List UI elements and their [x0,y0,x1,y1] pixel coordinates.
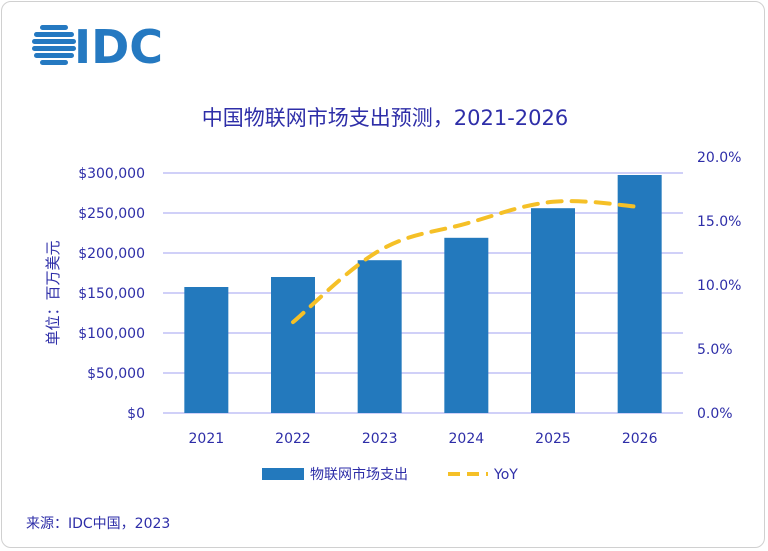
y-axis-label: 单位：百万美元 [44,240,62,345]
logo-stripe [40,60,68,65]
x-tick-label: 2024 [449,431,485,447]
legend: 物联网市场支出 YoY [262,466,518,483]
chart-title: 中国物联网市场支出预测，2021-2026 [202,106,568,130]
x-tick-label: 2025 [535,431,571,447]
x-tick-label: 2026 [622,431,658,447]
left-tick-label: $200,000 [78,246,145,262]
bar-2024 [444,237,489,413]
bar-2022 [271,277,315,413]
source-note: 来源：IDC中国，2023 [26,516,170,532]
left-tick-label: $0 [127,406,145,422]
idc-logo: IDC [32,20,163,74]
legend-bar-swatch [262,468,304,480]
x-tick-label: 2022 [275,431,311,447]
left-tick-label: $50,000 [87,366,145,382]
bar-2021 [184,287,229,413]
right-tick-label: 10.0% [697,278,741,294]
left-tick-label: $250,000 [78,206,145,222]
left-tick-label: $150,000 [78,286,145,302]
right-tick-label: 20.0% [697,150,741,166]
x-tick-label: 2021 [189,431,225,447]
x-tick-label: 2023 [362,431,398,447]
logo-text: IDC [74,20,163,74]
bar-2026 [617,175,662,413]
logo-stripe [32,39,76,44]
legend-bar-label: 物联网市场支出 [310,466,408,483]
right-tick-label: 0.0% [697,406,733,422]
left-tick-label: $300,000 [78,166,145,182]
logo-stripe [32,46,76,51]
left-tick-label: $100,000 [78,326,145,342]
logo-stripe [34,32,74,37]
right-tick-label: 15.0% [697,214,741,230]
yoy-line [291,199,642,325]
bar-2023 [357,260,402,413]
logo-stripe [40,25,68,30]
right-tick-label: 5.0% [697,342,733,358]
bar-2025 [531,208,575,413]
legend-line-label: YoY [493,467,518,483]
logo-stripe [34,53,74,58]
